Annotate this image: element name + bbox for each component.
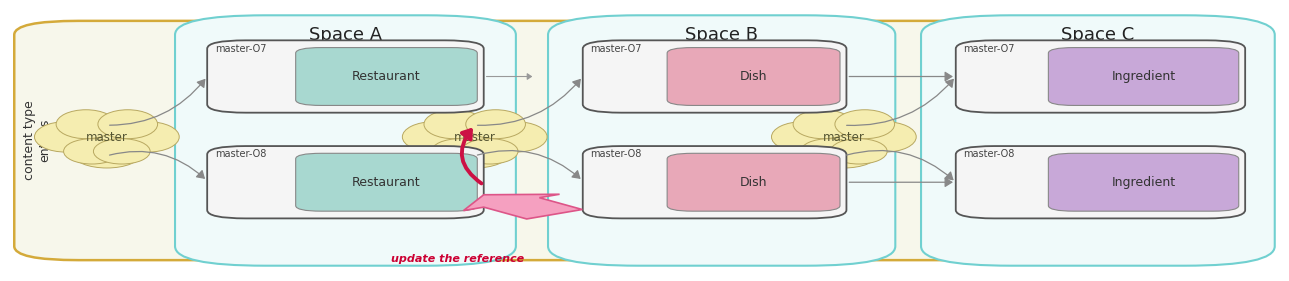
Text: Space A: Space A: [309, 26, 382, 44]
Ellipse shape: [772, 122, 834, 152]
Ellipse shape: [63, 139, 120, 164]
Text: Dish: Dish: [740, 70, 767, 83]
Ellipse shape: [803, 121, 884, 160]
Text: master-O7: master-O7: [215, 44, 267, 54]
FancyBboxPatch shape: [955, 146, 1245, 218]
FancyBboxPatch shape: [583, 146, 847, 218]
FancyBboxPatch shape: [922, 15, 1275, 266]
Ellipse shape: [93, 139, 150, 164]
Ellipse shape: [800, 139, 857, 164]
Text: master: master: [822, 131, 865, 144]
FancyBboxPatch shape: [295, 153, 477, 211]
Text: master-O8: master-O8: [215, 149, 267, 159]
Text: Dish: Dish: [740, 176, 767, 189]
FancyBboxPatch shape: [955, 40, 1245, 113]
Text: master: master: [86, 131, 128, 144]
Ellipse shape: [433, 121, 516, 160]
FancyArrow shape: [464, 194, 583, 219]
Text: Restaurant: Restaurant: [352, 70, 420, 83]
Ellipse shape: [424, 110, 483, 139]
FancyBboxPatch shape: [583, 40, 847, 113]
FancyBboxPatch shape: [1048, 153, 1239, 211]
Ellipse shape: [811, 140, 878, 168]
Text: Space C: Space C: [1061, 26, 1134, 44]
Ellipse shape: [853, 122, 916, 152]
Text: Ingredient: Ingredient: [1111, 70, 1176, 83]
Ellipse shape: [98, 110, 157, 139]
FancyBboxPatch shape: [295, 47, 477, 105]
Ellipse shape: [35, 122, 97, 152]
FancyBboxPatch shape: [668, 47, 840, 105]
FancyBboxPatch shape: [1048, 47, 1239, 105]
FancyBboxPatch shape: [668, 153, 840, 211]
Ellipse shape: [835, 110, 895, 139]
Text: Ingredient: Ingredient: [1111, 176, 1176, 189]
FancyBboxPatch shape: [208, 40, 483, 113]
Text: master-O8: master-O8: [963, 149, 1014, 159]
Ellipse shape: [432, 139, 489, 164]
Ellipse shape: [485, 122, 547, 152]
Ellipse shape: [73, 140, 141, 168]
FancyBboxPatch shape: [175, 15, 516, 266]
Ellipse shape: [66, 121, 148, 160]
Ellipse shape: [830, 139, 887, 164]
Text: Space B: Space B: [686, 26, 758, 44]
Ellipse shape: [116, 122, 179, 152]
Ellipse shape: [793, 110, 853, 139]
Ellipse shape: [465, 110, 526, 139]
Text: master-O8: master-O8: [590, 149, 642, 159]
Ellipse shape: [461, 139, 518, 164]
Text: master-O7: master-O7: [963, 44, 1014, 54]
Text: master: master: [454, 131, 496, 144]
FancyBboxPatch shape: [14, 21, 1268, 260]
Text: Restaurant: Restaurant: [352, 176, 420, 189]
FancyBboxPatch shape: [208, 146, 483, 218]
Text: update the reference: update the reference: [392, 254, 525, 264]
Text: master-O7: master-O7: [590, 44, 642, 54]
Ellipse shape: [57, 110, 116, 139]
Text: content type
entries: content type entries: [23, 101, 52, 180]
Ellipse shape: [402, 122, 465, 152]
FancyBboxPatch shape: [548, 15, 896, 266]
Ellipse shape: [441, 140, 508, 168]
